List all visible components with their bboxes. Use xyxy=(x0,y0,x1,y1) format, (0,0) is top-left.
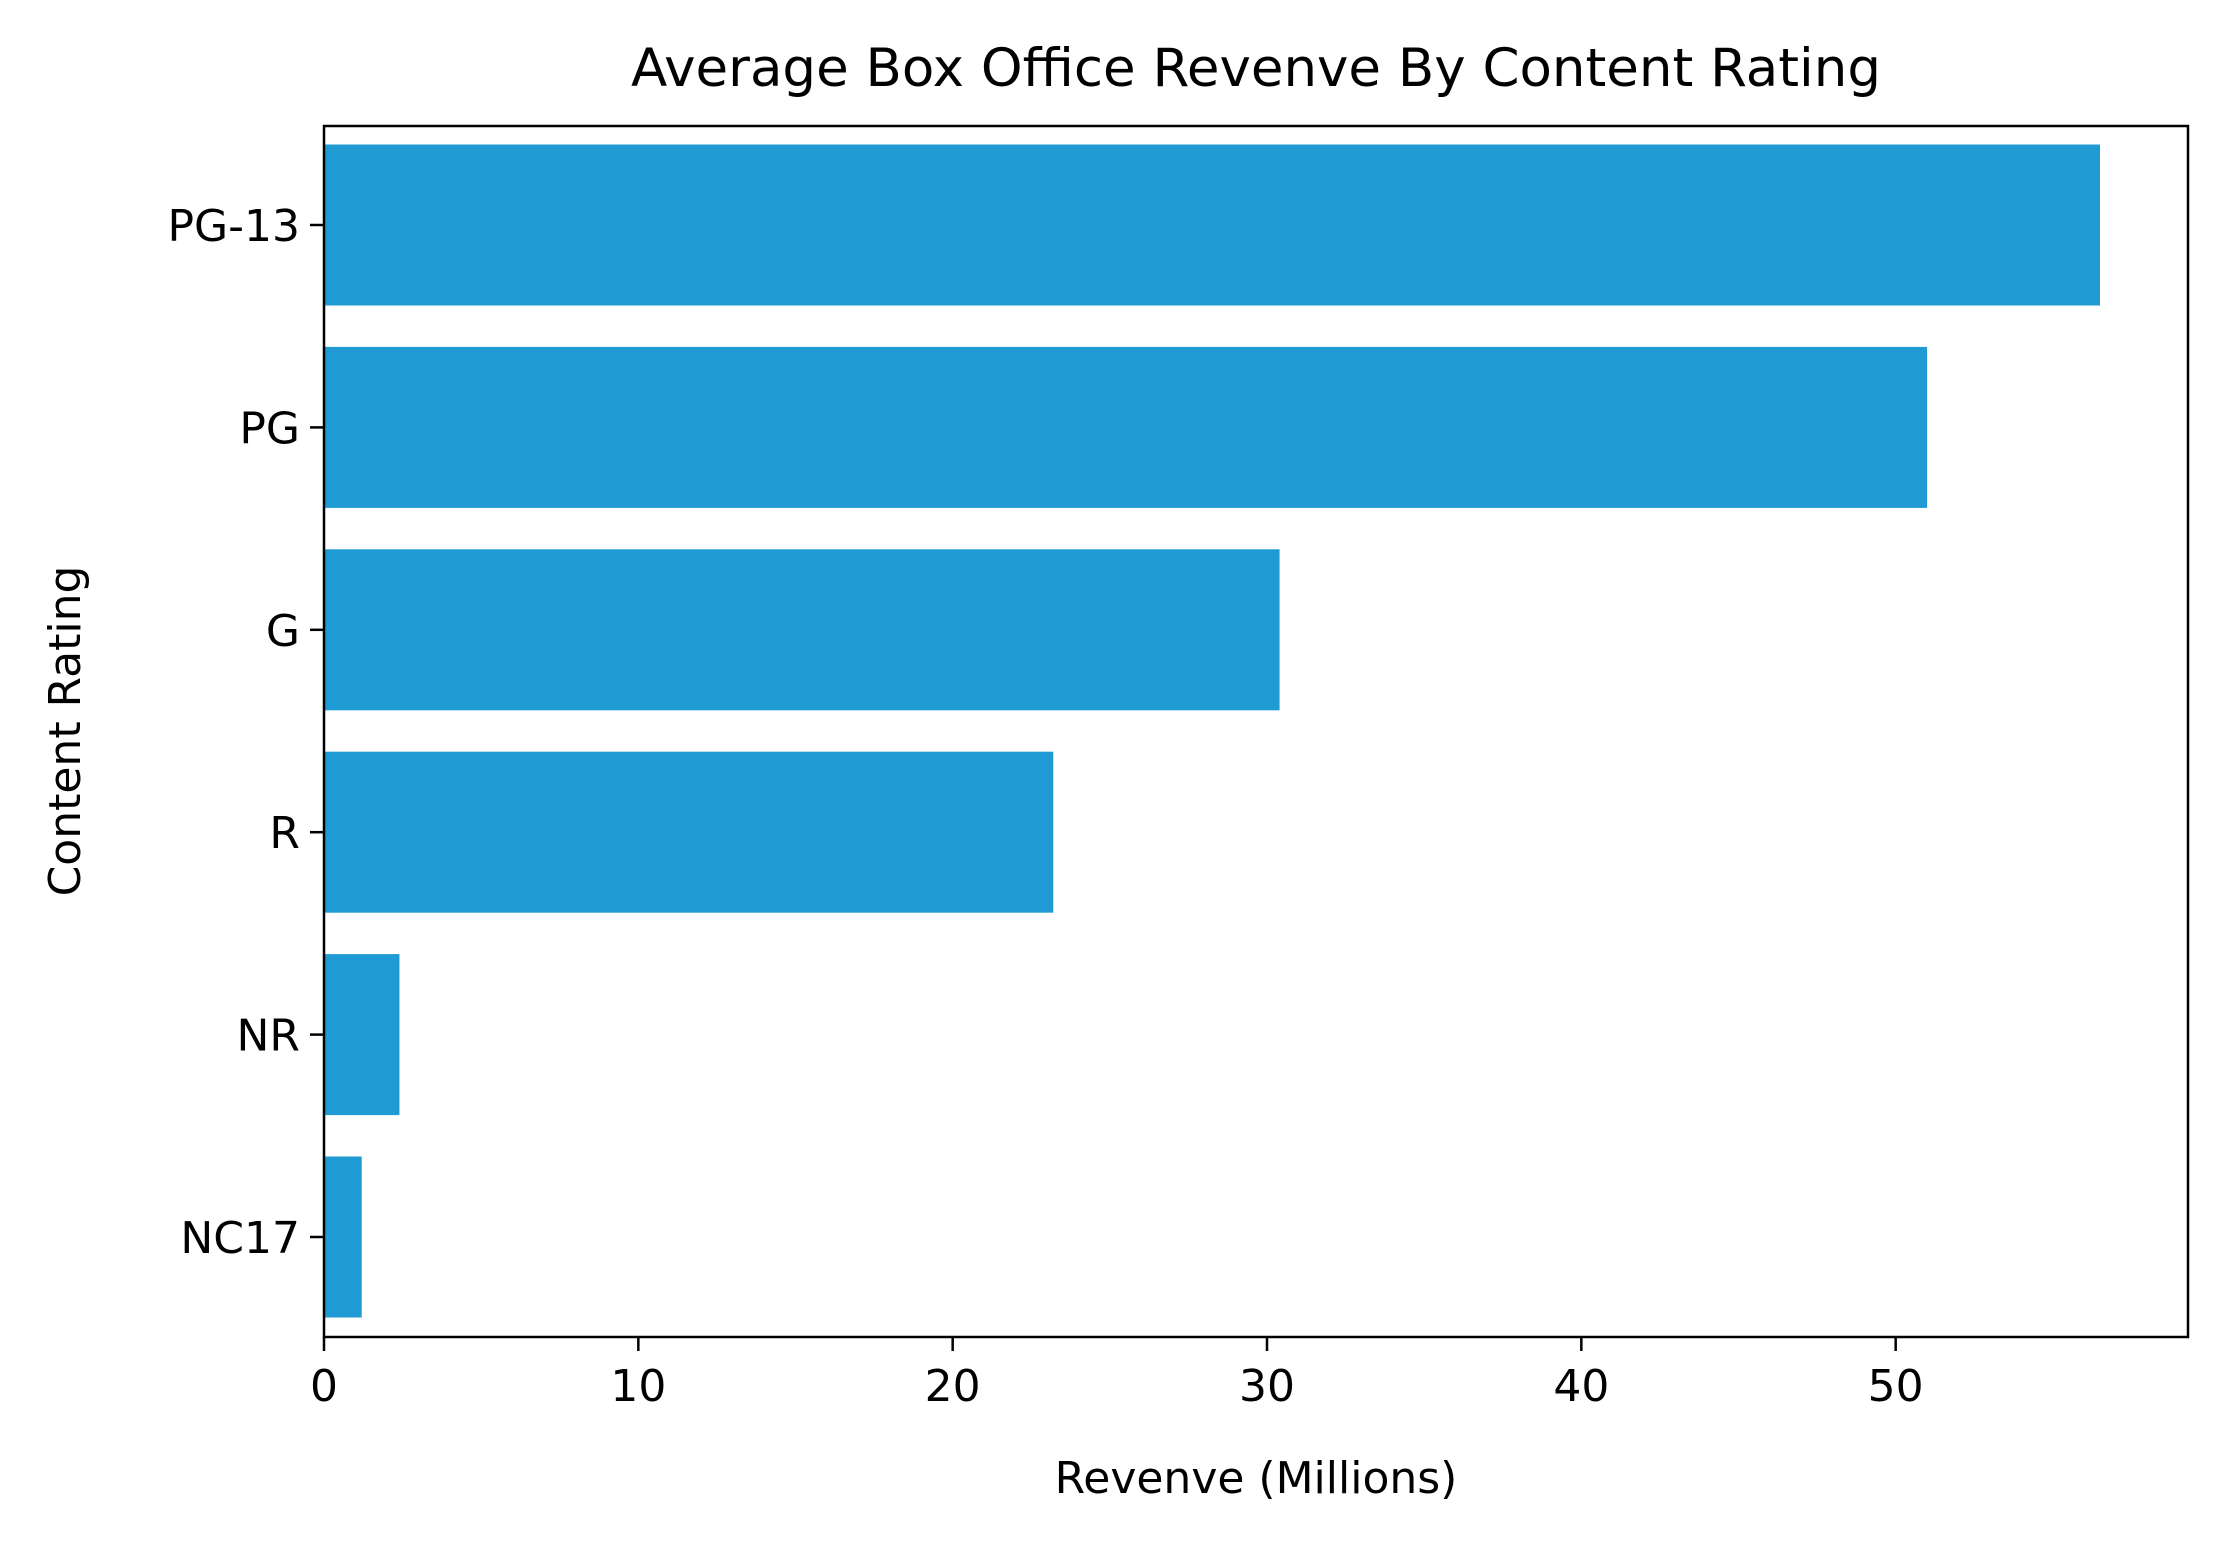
x-tick-label: 50 xyxy=(1868,1361,1924,1412)
x-tick-label: 0 xyxy=(310,1361,338,1412)
y-tick-label: PG xyxy=(239,403,300,454)
plot-area-frame xyxy=(322,124,2190,1339)
y-axis-ticks: PG-13 PG G R NR NC17 xyxy=(168,201,324,1264)
bar-nc17 xyxy=(324,1156,362,1318)
x-axis-ticks: 0 10 20 30 40 50 xyxy=(310,1337,1924,1412)
x-axis-label: Revenve (Millions) xyxy=(1055,1453,1458,1504)
x-tick-label: 30 xyxy=(1239,1361,1295,1412)
bar-g xyxy=(324,549,1280,711)
bar-pg-13 xyxy=(324,144,2100,306)
y-axis-label: Content Rating xyxy=(40,566,91,897)
y-tick-label: G xyxy=(266,606,300,657)
y-tick-label: R xyxy=(269,808,300,859)
bar-r xyxy=(324,751,1054,913)
bar-nr xyxy=(324,954,400,1116)
y-tick-label: PG-13 xyxy=(168,201,301,252)
bars-group xyxy=(324,144,2100,1318)
y-tick-label: NR xyxy=(237,1011,301,1062)
chart-title: Average Box Office Revenve By Content Ra… xyxy=(631,38,1881,99)
x-tick-label: 10 xyxy=(610,1361,666,1412)
y-tick-label: NC17 xyxy=(180,1213,300,1264)
x-tick-label: 40 xyxy=(1553,1361,1609,1412)
x-tick-label: 20 xyxy=(925,1361,981,1412)
bar-pg xyxy=(324,346,1928,508)
